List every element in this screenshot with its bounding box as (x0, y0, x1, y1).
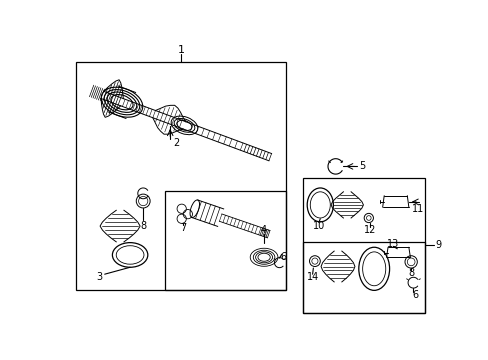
Text: 12: 12 (364, 225, 376, 235)
Text: 1: 1 (177, 45, 184, 55)
Text: 7: 7 (180, 223, 186, 233)
Text: 13: 13 (386, 239, 399, 249)
Text: 4: 4 (261, 225, 266, 235)
Bar (164, 191, 285, 289)
Text: 9: 9 (435, 240, 441, 250)
Text: 10: 10 (312, 221, 324, 231)
Bar (303, 242, 424, 313)
Bar (76, 62, 285, 289)
Text: 6: 6 (411, 290, 417, 300)
Text: 2: 2 (173, 138, 179, 148)
Text: 14: 14 (306, 272, 318, 282)
Text: 3: 3 (96, 271, 102, 282)
Text: 6: 6 (280, 252, 286, 262)
Text: 5: 5 (358, 161, 364, 171)
Text: 8: 8 (407, 267, 413, 278)
Bar (303, 178, 424, 313)
Text: 8: 8 (140, 221, 146, 231)
Text: 11: 11 (411, 204, 424, 214)
